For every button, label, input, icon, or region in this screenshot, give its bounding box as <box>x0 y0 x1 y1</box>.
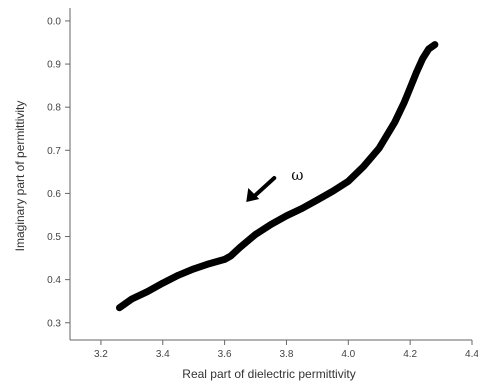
data-point <box>159 279 166 287</box>
x-tick-label: 4.4 <box>465 349 478 360</box>
data-point <box>267 221 275 228</box>
annotation-arrow-head <box>246 188 260 203</box>
y-ticks: 0.3 0.4 0.5 0.6 0.7 0.8 0.9 0.0 <box>47 16 70 329</box>
data-point <box>252 231 259 238</box>
x-tick-label: 3.4 <box>156 349 170 360</box>
data-point <box>190 265 197 273</box>
data-point <box>221 256 228 263</box>
data-point <box>227 252 234 260</box>
y-tick-label: 0.7 <box>47 146 61 157</box>
series-layer <box>116 41 439 312</box>
data-point <box>360 163 367 170</box>
data-point <box>215 257 222 265</box>
annotation-omega: ω <box>291 166 303 184</box>
axes <box>69 8 472 341</box>
y-tick-label: 0.8 <box>47 103 61 114</box>
x-tick-label: 3.2 <box>94 349 108 360</box>
data-point <box>391 119 398 126</box>
data-point <box>116 304 123 311</box>
x-tick-label: 4.0 <box>341 349 355 360</box>
series-line <box>116 41 439 312</box>
y-tick-label: 0.9 <box>47 60 61 71</box>
data-point <box>376 144 383 152</box>
x-axis-title: Real part of dielectric permittivity <box>182 367 355 381</box>
y-tick-label: 0.4 <box>47 275 61 286</box>
y-tick-label: 0.0 <box>47 16 61 27</box>
data-point <box>314 196 321 204</box>
data-point <box>345 178 352 185</box>
data-point <box>128 295 136 303</box>
y-tick-label: 0.5 <box>47 232 61 243</box>
annotation-arrow-shaft <box>250 176 277 201</box>
x-tick-label: 3.8 <box>280 349 294 360</box>
data-point <box>419 55 426 63</box>
data-point <box>431 41 439 48</box>
y-axis-title: Imaginary part of permittivity <box>13 101 27 252</box>
data-point <box>144 288 151 295</box>
data-point <box>175 272 182 279</box>
annotation-layer: ω <box>246 166 303 203</box>
data-point <box>329 188 337 195</box>
x-tick-label: 4.2 <box>403 349 417 360</box>
data-point <box>283 212 290 220</box>
data-point <box>413 69 420 76</box>
data-point <box>298 205 306 212</box>
data-point <box>205 260 213 267</box>
data-point <box>400 99 408 107</box>
x-tick-label: 3.6 <box>218 349 232 360</box>
data-point <box>406 84 414 91</box>
y-tick-label: 0.6 <box>47 189 61 200</box>
data-point <box>236 244 244 251</box>
data-point <box>425 45 432 53</box>
y-tick-label: 0.3 <box>47 318 61 329</box>
x-ticks: 3.2 3.4 3.6 3.8 4.0 4.2 4.4 <box>94 340 478 360</box>
